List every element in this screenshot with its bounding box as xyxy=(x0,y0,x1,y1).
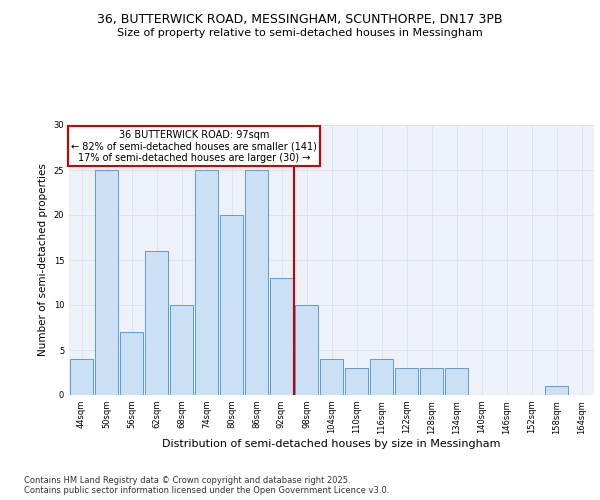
Text: 36, BUTTERWICK ROAD, MESSINGHAM, SCUNTHORPE, DN17 3PB: 36, BUTTERWICK ROAD, MESSINGHAM, SCUNTHO… xyxy=(97,12,503,26)
Bar xyxy=(545,386,568,395)
Text: 36 BUTTERWICK ROAD: 97sqm
← 82% of semi-detached houses are smaller (141)
17% of: 36 BUTTERWICK ROAD: 97sqm ← 82% of semi-… xyxy=(71,130,317,162)
Y-axis label: Number of semi-detached properties: Number of semi-detached properties xyxy=(38,164,48,356)
Bar xyxy=(320,359,343,395)
Bar xyxy=(170,305,193,395)
Text: Size of property relative to semi-detached houses in Messingham: Size of property relative to semi-detach… xyxy=(117,28,483,38)
Bar xyxy=(445,368,469,395)
X-axis label: Distribution of semi-detached houses by size in Messingham: Distribution of semi-detached houses by … xyxy=(162,439,501,449)
Bar xyxy=(95,170,118,395)
Bar xyxy=(119,332,143,395)
Text: Contains HM Land Registry data © Crown copyright and database right 2025.
Contai: Contains HM Land Registry data © Crown c… xyxy=(24,476,389,495)
Bar xyxy=(344,368,368,395)
Bar xyxy=(220,215,244,395)
Bar xyxy=(269,278,293,395)
Bar xyxy=(370,359,394,395)
Bar xyxy=(419,368,443,395)
Bar xyxy=(145,251,169,395)
Bar xyxy=(295,305,319,395)
Bar xyxy=(194,170,218,395)
Bar xyxy=(245,170,268,395)
Bar xyxy=(395,368,418,395)
Bar xyxy=(70,359,94,395)
